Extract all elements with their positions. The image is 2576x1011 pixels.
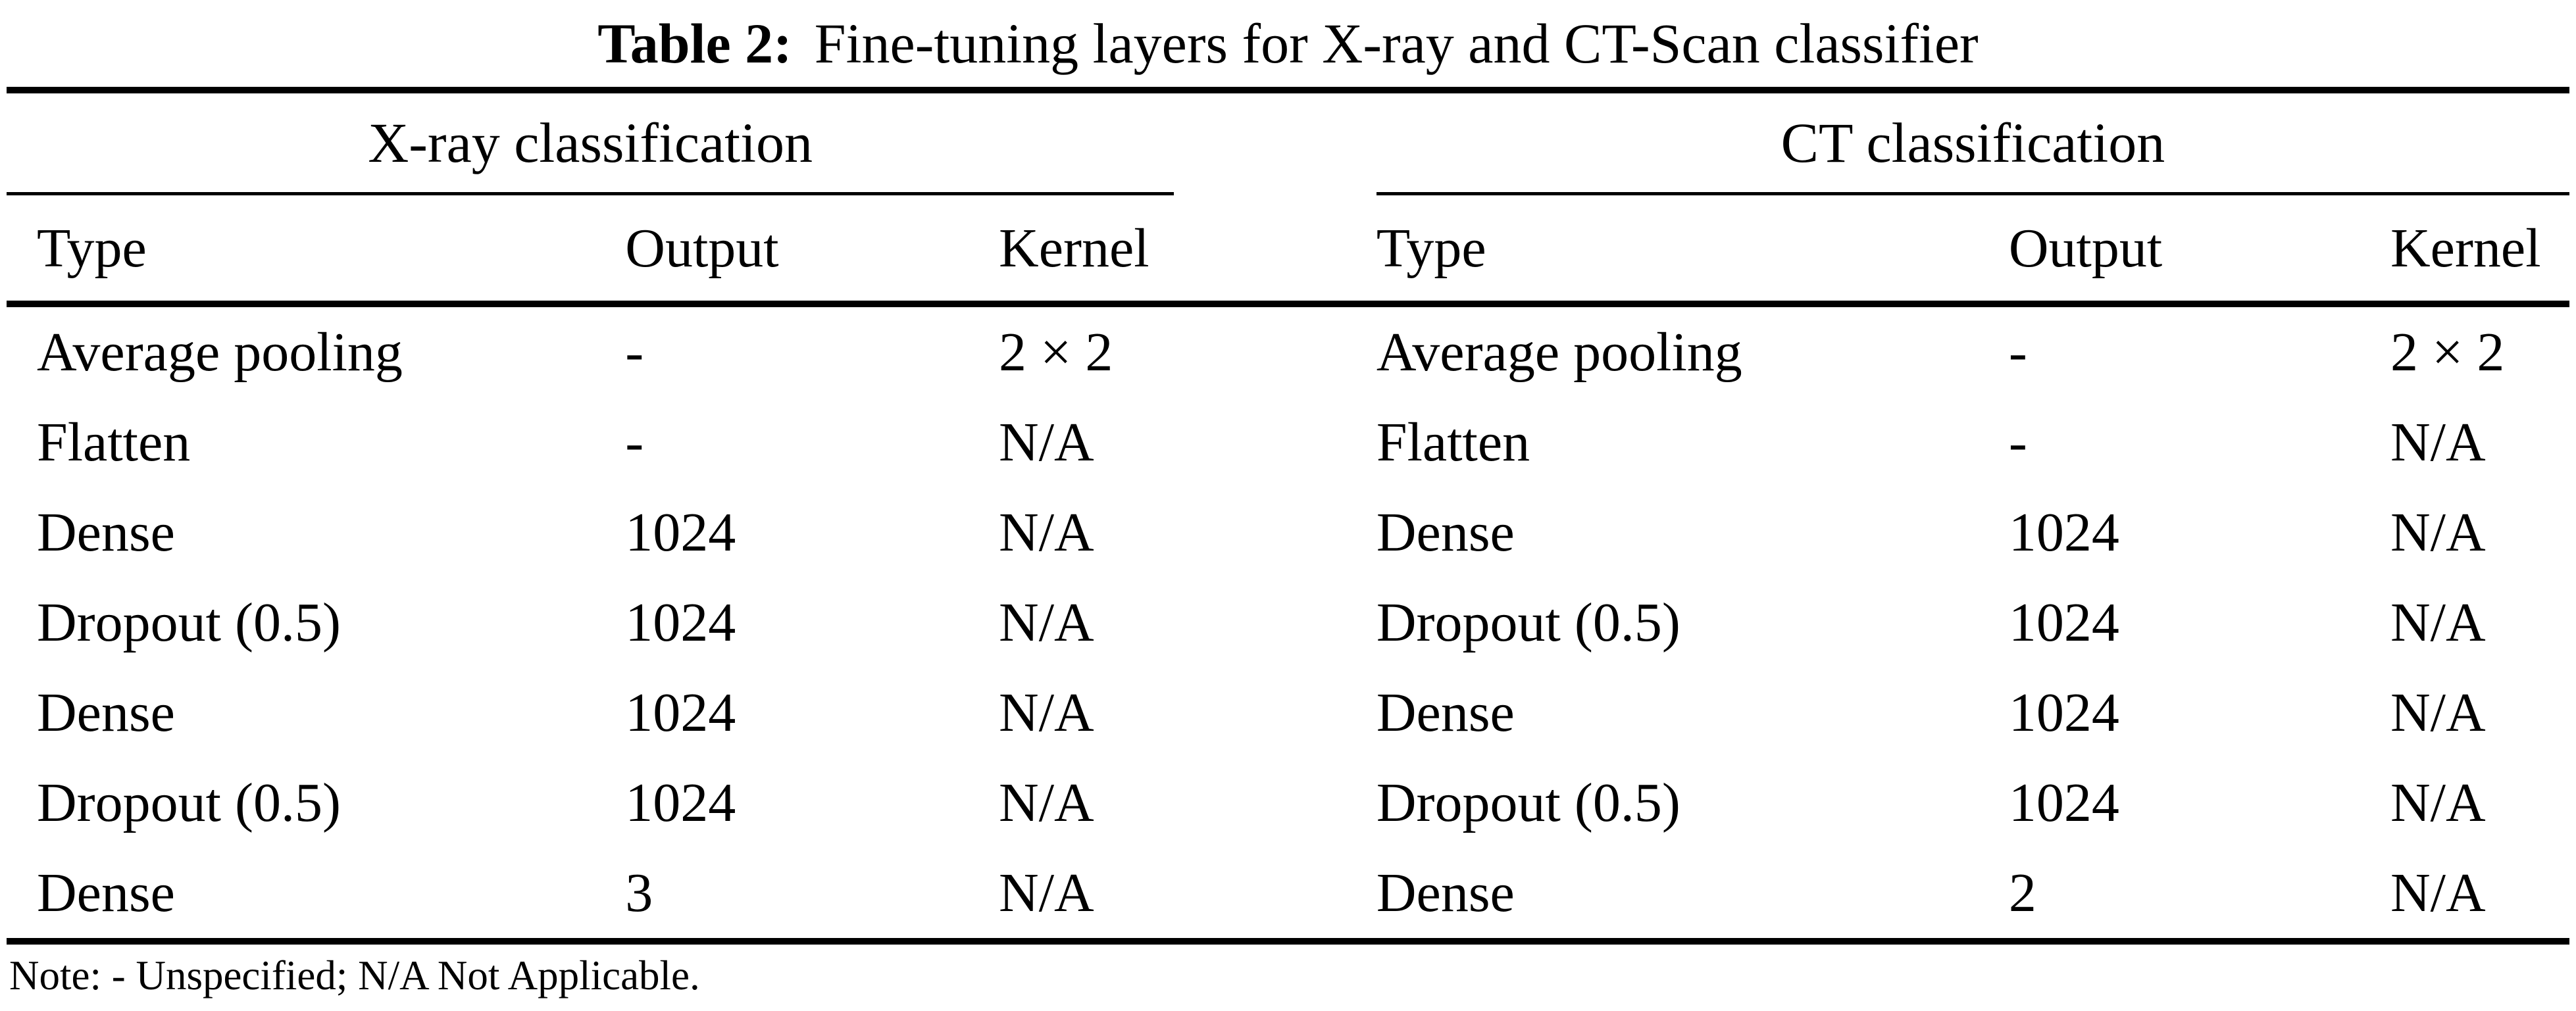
cell-kernel: N/A [2390, 592, 2486, 653]
table-note: Note: - Unspecified; N/A Not Applicable. [9, 952, 700, 999]
table-rule-bottom [7, 938, 2569, 945]
column-header-output: Output [2008, 217, 2163, 279]
row-ct: Dropout (0.5) 1024 N/A [1376, 758, 2569, 848]
table-row: Dense 1024 N/A Dense 1024 N/A [7, 487, 2569, 578]
column-header-output: Output [625, 217, 779, 279]
cell-output: 2 [2008, 862, 2036, 924]
cell-output: 1024 [625, 682, 736, 743]
row-xray: Dropout (0.5) 1024 N/A [7, 578, 1174, 668]
cell-type: Dense [1376, 682, 1515, 743]
row-gap [1174, 397, 1376, 487]
cell-type: Dense [1376, 502, 1515, 563]
row-ct: Dense 1024 N/A [1376, 487, 2569, 578]
row-gap [1174, 848, 1376, 938]
group-underline-xray [7, 192, 1174, 195]
table-rule-top [7, 87, 2569, 93]
cell-type: Dense [37, 682, 175, 743]
row-xray: Average pooling - 2 × 2 [7, 307, 1174, 397]
group-underline-ct [1376, 192, 2569, 195]
row-gap [1174, 307, 1376, 397]
cell-type: Dense [37, 862, 175, 924]
cell-kernel: N/A [2390, 502, 2486, 563]
row-ct: Flatten - N/A [1376, 397, 2569, 487]
row-ct: Dropout (0.5) 1024 N/A [1376, 578, 2569, 668]
cell-output: 1024 [625, 772, 736, 833]
row-ct: Average pooling - 2 × 2 [1376, 307, 2569, 397]
column-header-type: Type [37, 217, 147, 279]
cell-output: 1024 [625, 502, 736, 563]
cell-type: Average pooling [1376, 322, 1742, 383]
column-header-kernel: Kernel [999, 217, 1149, 279]
cell-type: Dropout (0.5) [37, 772, 341, 833]
cell-kernel: N/A [2390, 412, 2486, 473]
table-rule-mid [7, 301, 2569, 307]
cell-kernel: 2 × 2 [2390, 322, 2505, 383]
cell-output: - [2008, 322, 2027, 383]
cell-kernel: N/A [2390, 772, 2486, 833]
cell-type: Dense [37, 502, 175, 563]
column-header-gap [1174, 195, 1376, 301]
row-xray: Dense 1024 N/A [7, 668, 1174, 758]
cell-output: - [2008, 412, 2027, 473]
group-header-row: X-ray classification CT classification [7, 93, 2569, 195]
cell-kernel: N/A [999, 682, 1094, 743]
cell-kernel: N/A [999, 412, 1094, 473]
row-xray: Dropout (0.5) 1024 N/A [7, 758, 1174, 848]
group-header-xray: X-ray classification [368, 111, 813, 174]
cell-output: 3 [625, 862, 653, 924]
cell-kernel: 2 × 2 [999, 322, 1113, 383]
row-gap [1174, 758, 1376, 848]
cell-type: Flatten [37, 412, 191, 473]
cell-type: Flatten [1376, 412, 1530, 473]
table-row: Dense 3 N/A Dense 2 N/A [7, 848, 2569, 938]
group-gap [1174, 93, 1376, 195]
cell-output: 1024 [2008, 772, 2119, 833]
cell-output: - [625, 322, 644, 383]
cell-type: Average pooling [37, 322, 403, 383]
cell-output: 1024 [2008, 592, 2119, 653]
cell-kernel: N/A [999, 772, 1094, 833]
row-xray: Flatten - N/A [7, 397, 1174, 487]
row-xray: Dense 1024 N/A [7, 487, 1174, 578]
table-row: Dropout (0.5) 1024 N/A Dropout (0.5) 102… [7, 578, 2569, 668]
row-ct: Dense 1024 N/A [1376, 668, 2569, 758]
column-header-type: Type [1376, 217, 1486, 279]
table-row: Dense 1024 N/A Dense 1024 N/A [7, 668, 2569, 758]
table-row: Dropout (0.5) 1024 N/A Dropout (0.5) 102… [7, 758, 2569, 848]
column-headers-ct: Type Output Kernel [1376, 195, 2569, 301]
cell-type: Dropout (0.5) [1376, 592, 1680, 653]
cell-output: 1024 [625, 592, 736, 653]
cell-kernel: N/A [999, 592, 1094, 653]
cell-output: - [625, 412, 644, 473]
column-header-kernel: Kernel [2390, 217, 2541, 279]
cell-kernel: N/A [2390, 862, 2486, 924]
table-row: Average pooling - 2 × 2 Average pooling … [7, 307, 2569, 397]
cell-kernel: N/A [2390, 682, 2486, 743]
table-row: Flatten - N/A Flatten - N/A [7, 397, 2569, 487]
row-gap [1174, 668, 1376, 758]
cell-type: Dropout (0.5) [37, 592, 341, 653]
cell-type: Dropout (0.5) [1376, 772, 1680, 833]
cell-kernel: N/A [999, 502, 1094, 563]
group-xray: X-ray classification [7, 93, 1174, 195]
group-header-ct: CT classification [1780, 111, 2165, 174]
row-ct: Dense 2 N/A [1376, 848, 2569, 938]
row-xray: Dense 3 N/A [7, 848, 1174, 938]
row-gap [1174, 578, 1376, 668]
cell-kernel: N/A [999, 862, 1094, 924]
column-header-row: Type Output Kernel Type Output Kernel [7, 195, 2569, 301]
cell-type: Dense [1376, 862, 1515, 924]
cell-output: 1024 [2008, 682, 2119, 743]
table-caption-label: Table 2: [597, 12, 792, 75]
cell-output: 1024 [2008, 502, 2119, 563]
row-gap [1174, 487, 1376, 578]
table-caption: Table 2: Fine-tuning layers for X-ray an… [7, 0, 2569, 87]
table-caption-text: Fine-tuning layers for X-ray and CT-Scan… [814, 12, 1979, 75]
group-ct: CT classification [1376, 93, 2569, 195]
column-headers-xray: Type Output Kernel [7, 195, 1174, 301]
